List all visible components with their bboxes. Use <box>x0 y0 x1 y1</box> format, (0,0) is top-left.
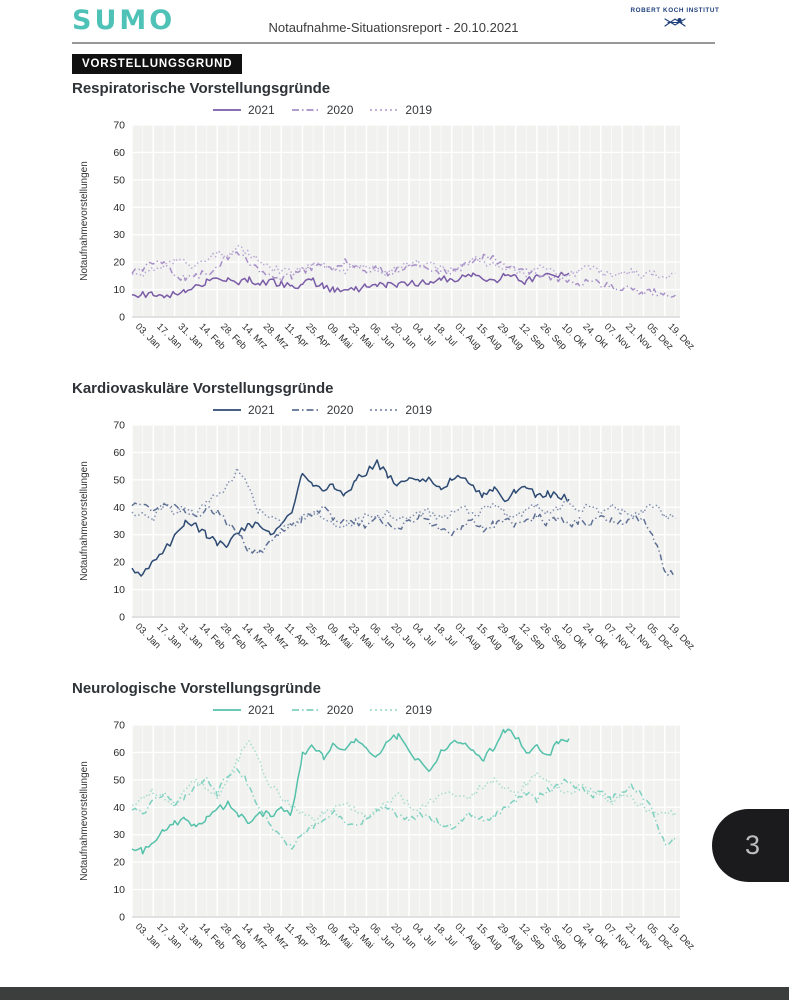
bottom-bar <box>0 987 789 1000</box>
legend-line-icon <box>291 408 320 411</box>
legend-item-2020: 2020 <box>291 402 354 417</box>
svg-text:Notaufnahmevorstellungen: Notaufnahmevorstellungen <box>79 161 90 281</box>
chart-legend: 2021 2020 2019 <box>212 702 732 717</box>
rki-eagle-icon <box>664 18 686 27</box>
page-header: SUMO Notaufnahme-Situationsreport - 20.1… <box>72 5 719 44</box>
report-title: Notaufnahme-Situationsreport - 20.10.202… <box>268 20 519 35</box>
legend-label: 2019 <box>405 102 433 117</box>
svg-text:Notaufnahmevorstellungen: Notaufnahmevorstellungen <box>79 761 90 881</box>
svg-text:20: 20 <box>113 257 125 269</box>
legend-item-2019: 2019 <box>369 703 432 717</box>
legend-line-icon <box>370 108 399 111</box>
charts-container: Respiratorische Vorstellungsgründe 2021 … <box>72 80 732 980</box>
chart-title: Respiratorische Vorstellungsgründe <box>72 80 331 97</box>
sumo-logo: SUMO <box>72 5 176 36</box>
svg-text:0: 0 <box>119 612 125 624</box>
chart-title: Neurologische Vorstellungsgründe <box>72 680 321 697</box>
legend-item-2020: 2020 <box>291 702 354 717</box>
legend-item-2019: 2019 <box>369 403 432 417</box>
page-number: 3 <box>744 830 761 860</box>
svg-text:18. Jul: 18. Jul <box>431 621 459 649</box>
legend-line-icon <box>370 408 399 411</box>
svg-text:50: 50 <box>113 174 125 186</box>
legend-label: 2020 <box>326 402 354 417</box>
svg-text:20: 20 <box>113 857 125 869</box>
legend-label: 2020 <box>326 702 354 717</box>
svg-text:50: 50 <box>113 774 125 786</box>
svg-text:10: 10 <box>113 884 125 896</box>
legend-label: 2019 <box>405 702 433 717</box>
chart-respiratory: Respiratorische Vorstellungsgründe 2021 … <box>72 80 732 371</box>
legend-item-2019: 2019 <box>369 103 432 117</box>
legend-line-icon <box>213 108 241 111</box>
legend-label: 2020 <box>326 102 354 117</box>
legend-line-icon <box>370 708 399 711</box>
svg-text:30: 30 <box>113 229 125 241</box>
chart-legend: 2021 2020 2019 <box>212 102 732 117</box>
svg-text:18. Jul: 18. Jul <box>431 321 459 349</box>
rki-name-label: ROBERT KOCH INSTITUT <box>630 7 720 14</box>
chart-legend: 2021 2020 2019 <box>212 402 732 417</box>
svg-text:40: 40 <box>113 802 125 814</box>
legend-line-icon <box>213 408 241 411</box>
svg-text:30: 30 <box>113 529 125 541</box>
svg-text:Notaufnahmevorstellungen: Notaufnahmevorstellungen <box>79 461 90 581</box>
legend-item-2021: 2021 <box>212 403 275 417</box>
svg-text:70: 70 <box>113 420 125 432</box>
svg-text:0: 0 <box>119 912 125 924</box>
svg-text:0: 0 <box>119 312 125 324</box>
svg-text:10: 10 <box>113 584 125 596</box>
svg-text:20: 20 <box>113 557 125 569</box>
legend-line-icon <box>291 708 320 711</box>
svg-text:50: 50 <box>113 474 125 486</box>
section-badge: VORSTELLUNGSGRUND <box>72 54 243 74</box>
legend-line-icon <box>291 108 320 111</box>
page-number-badge: 3 <box>712 809 789 882</box>
svg-text:40: 40 <box>113 202 125 214</box>
svg-text:70: 70 <box>113 120 125 132</box>
legend-label: 2021 <box>248 102 275 117</box>
legend-item-2020: 2020 <box>291 102 354 117</box>
svg-text:60: 60 <box>113 147 125 159</box>
chart-cardiovascular: Kardiovaskuläre Vorstellungsgründe 2021 … <box>72 380 732 671</box>
svg-text:40: 40 <box>113 502 125 514</box>
chart-title: Kardiovaskuläre Vorstellungsgründe <box>72 380 334 397</box>
svg-text:60: 60 <box>113 447 125 459</box>
svg-text:10: 10 <box>113 284 125 296</box>
legend-line-icon <box>213 708 241 711</box>
legend-item-2021: 2021 <box>212 103 275 117</box>
chart-neurological: Neurologische Vorstellungsgründe 2021 20… <box>72 680 732 971</box>
svg-text:70: 70 <box>113 720 125 732</box>
legend-label: 2021 <box>248 402 275 417</box>
rki-logo: ROBERT KOCH INSTITUT <box>627 7 723 29</box>
svg-text:18. Jul: 18. Jul <box>431 921 459 949</box>
svg-text:60: 60 <box>113 747 125 759</box>
svg-text:30: 30 <box>113 829 125 841</box>
legend-item-2021: 2021 <box>212 703 275 717</box>
legend-label: 2019 <box>405 402 433 417</box>
legend-label: 2021 <box>248 702 275 717</box>
